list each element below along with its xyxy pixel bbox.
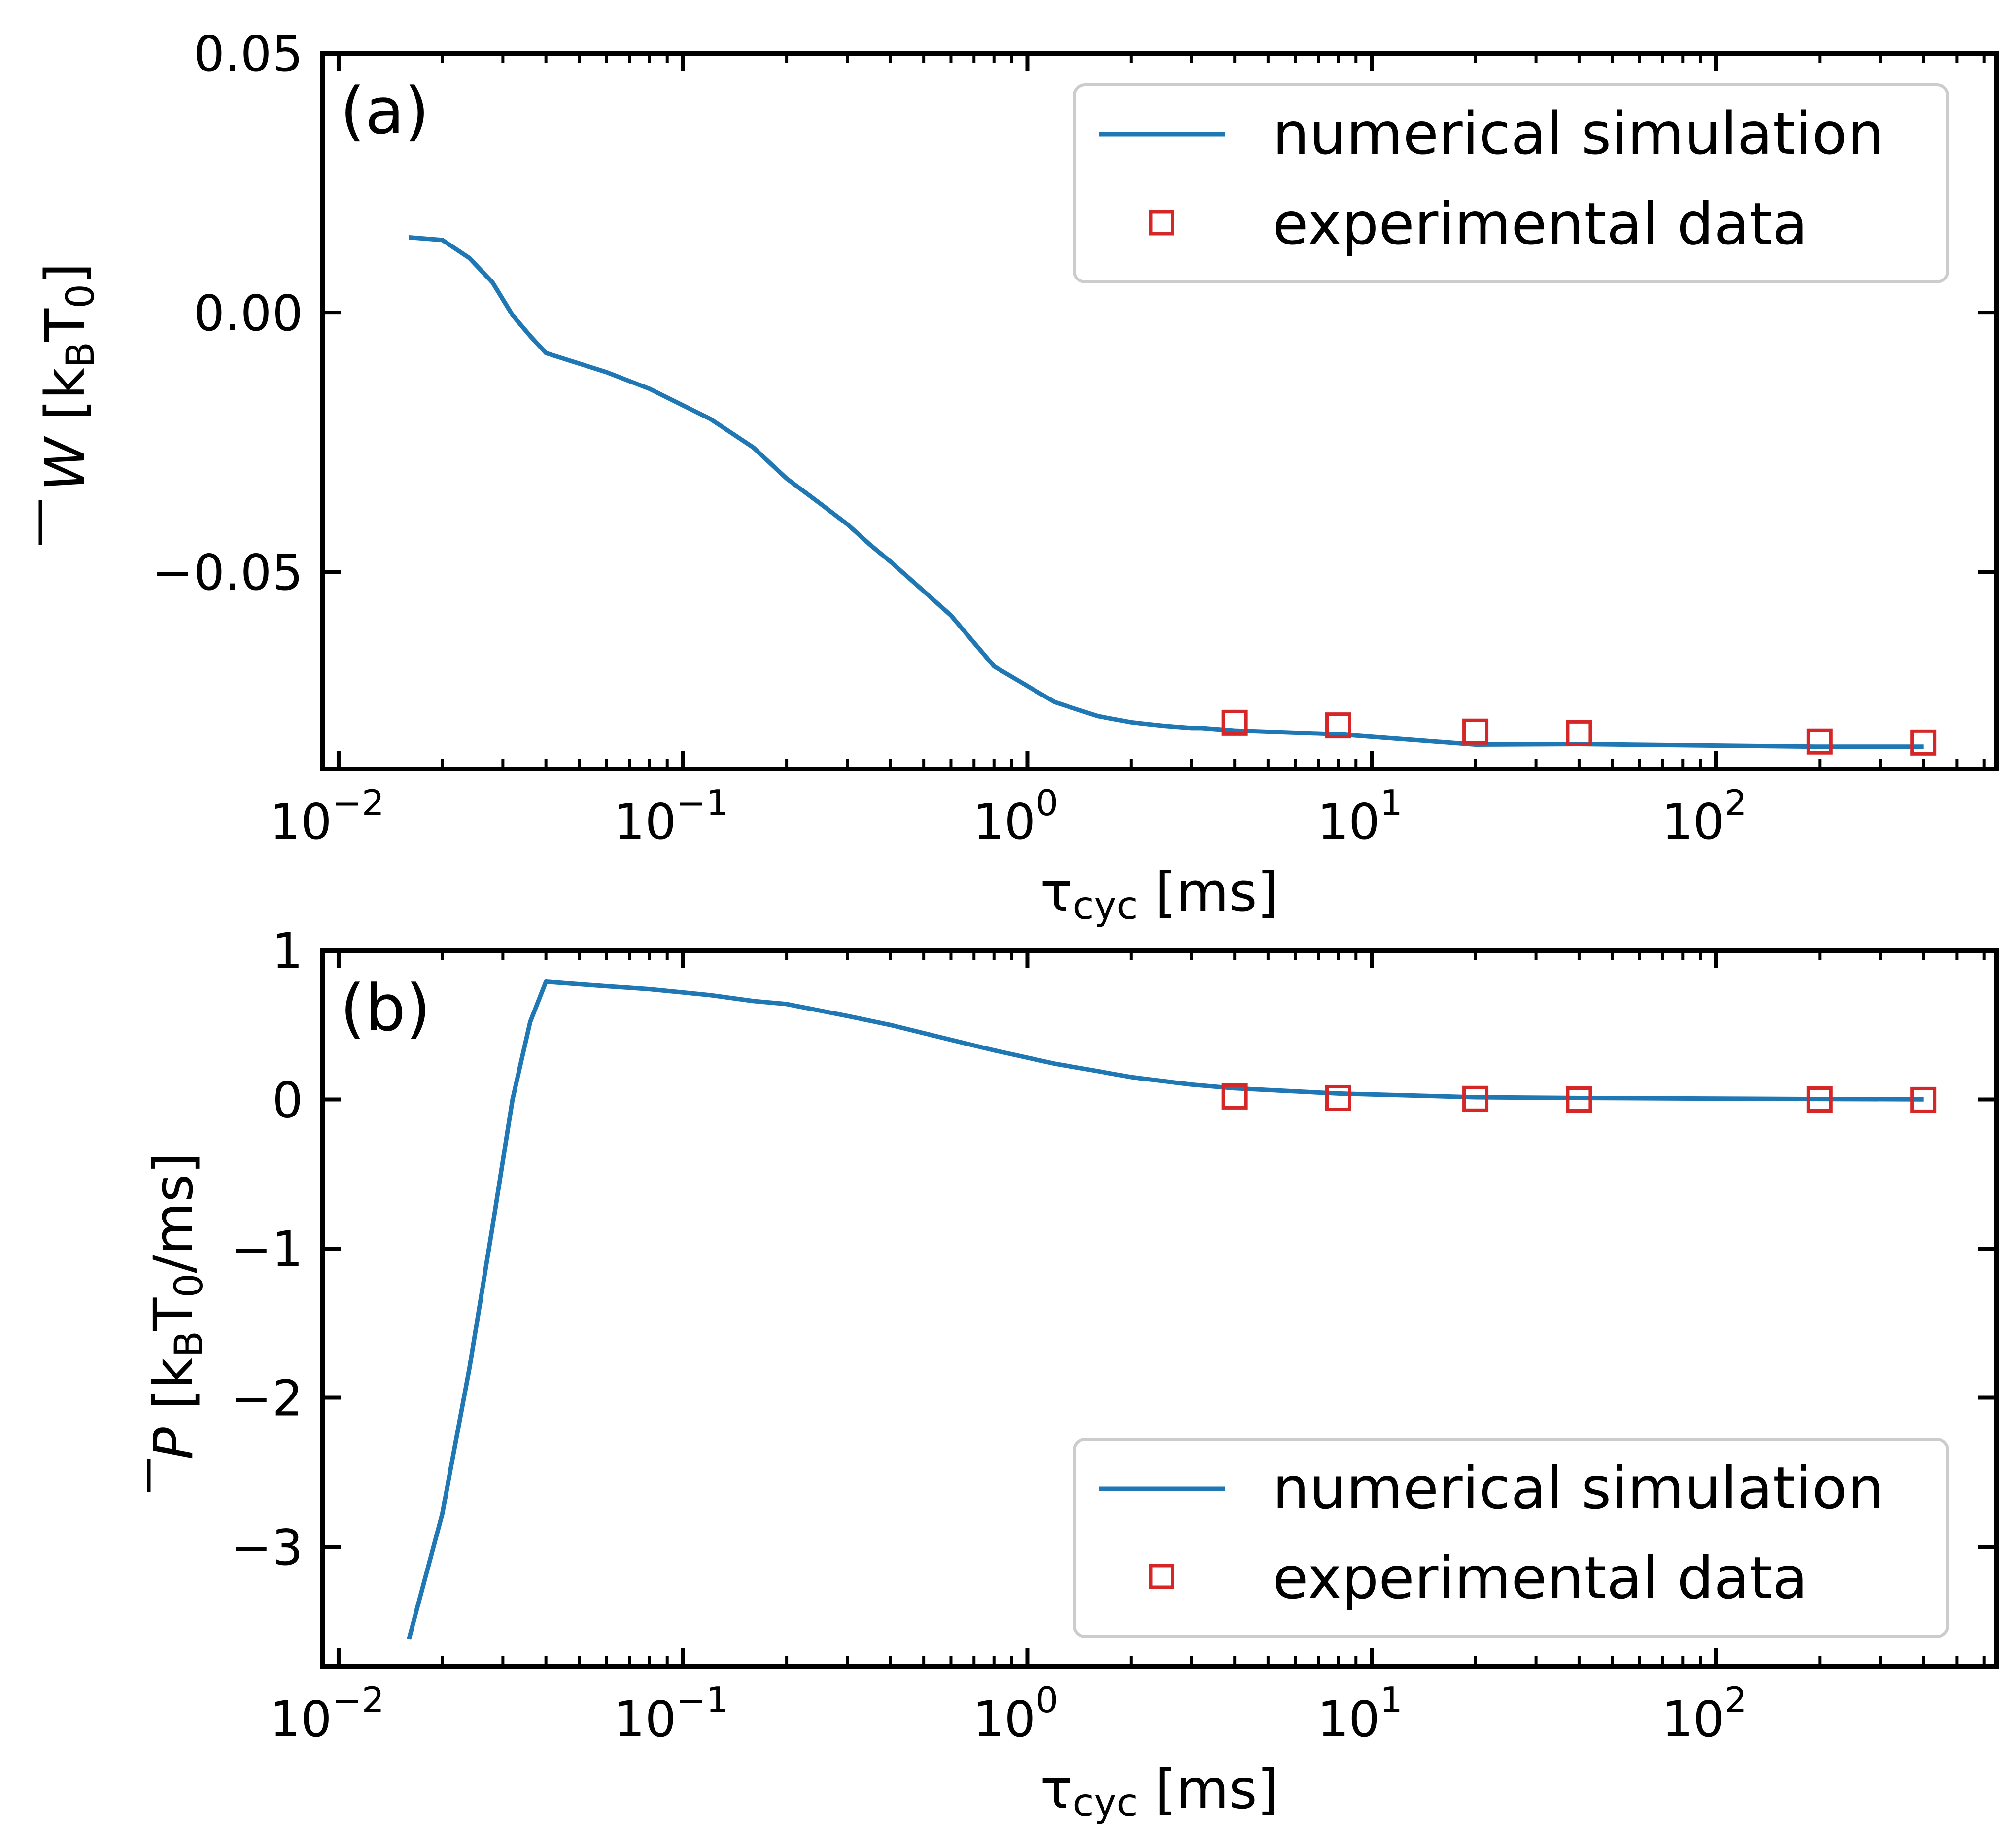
panel-a-x-axis-label: τcyc [ms] — [1040, 861, 1278, 928]
panel-a-frame — [320, 51, 1999, 771]
panel-a-experimental-point — [1566, 720, 1592, 746]
panel-a-experimental-point — [1462, 718, 1489, 745]
panel-a-y-axis-label-group: W [kBT0] — [34, 263, 103, 545]
panel-a-experimental-point — [1325, 712, 1352, 739]
panel-a-experimental-point — [1221, 709, 1248, 736]
panel-b-legend-label-simulation: numerical simulation — [1273, 1454, 1884, 1522]
panel-b-x-tick-label: 100 — [973, 1679, 1058, 1748]
panel-a-y-tick-label: 0.00 — [193, 284, 303, 342]
panel-b-x-tick-label: 10−1 — [614, 1679, 728, 1748]
panel-b-plot-layer — [407, 979, 1937, 1640]
panel-b-y-axis-label: P [kBT0/ms] — [142, 1153, 211, 1460]
panel-a-plot-layer — [409, 235, 1937, 756]
panel-a-x-tick-label: 100 — [973, 782, 1058, 851]
panel-b-y-tick-label: −1 — [231, 1220, 303, 1278]
panel-b-label: (b) — [340, 971, 431, 1046]
panel-a-y-axis-label: W [kBT0] — [34, 263, 103, 491]
panel-b-x-tick-label: 101 — [1317, 1679, 1403, 1748]
panel-b-experimental-point — [1325, 1084, 1352, 1111]
panel-a-legend-marker-swatch — [1149, 210, 1174, 236]
panel-a-ticks: 10−2 10−1 100 101 102 0.05 0.00 −0.05 — [152, 25, 1996, 851]
panel-b-experimental-point — [1910, 1086, 1937, 1113]
panel-a-x-tick-label: 10−2 — [269, 782, 384, 851]
panel-a-y-tick-label: −0.05 — [152, 544, 303, 601]
panel-b-y-tick-label: −2 — [231, 1370, 303, 1428]
panel-b-x-tick-label: 102 — [1661, 1679, 1747, 1748]
panel-a-x-tick-label: 102 — [1661, 782, 1747, 851]
panel-b-y-tick-label: 1 — [272, 922, 303, 980]
panel-a-y-tick-label: 0.05 — [193, 25, 303, 83]
panel-b-legend: numerical simulation experimental data — [1073, 1438, 1949, 1638]
panel-b-x-tick-label: 10−2 — [269, 1679, 384, 1748]
panel-a-legend-label-simulation: numerical simulation — [1273, 100, 1884, 168]
panel-b-experimental-point — [1462, 1085, 1489, 1112]
panel-b-legend-label-experiment: experimental data — [1273, 1544, 1808, 1612]
panel-a-experimental-point — [1806, 728, 1833, 755]
panel-b-legend-box — [1073, 1438, 1949, 1638]
panel-a: 10−2 10−1 100 101 102 0.05 0.00 −0.05 (a) τcyc … — [34, 25, 1999, 928]
panel-a-legend-box — [1073, 83, 1949, 283]
panel-b-legend-marker-swatch — [1149, 1564, 1174, 1589]
panel-b-experimental-point — [1806, 1086, 1833, 1113]
panel-a-legend-label-experiment: experimental data — [1273, 190, 1808, 258]
panel-b-y-tick-label: −3 — [231, 1519, 303, 1576]
panel-a-experimental-point — [1910, 729, 1937, 756]
panel-b-simulation-line — [407, 979, 1924, 1640]
panel-a-x-tick-label: 101 — [1317, 782, 1403, 851]
panel-b-y-tick-label: 0 — [272, 1072, 303, 1129]
panel-a-simulation-line — [409, 235, 1924, 749]
panel-b-experimental-point — [1566, 1086, 1592, 1113]
panel-b-frame — [320, 948, 1999, 1669]
panel-b-experimental-point — [1221, 1083, 1248, 1110]
panel-a-legend: numerical simulation experimental data — [1073, 83, 1949, 283]
panel-a-label: (a) — [340, 73, 429, 148]
panel-b-x-axis-label: τcyc [ms] — [1040, 1758, 1278, 1825]
panel-a-x-tick-label: 10−1 — [614, 782, 728, 851]
panel-b-y-axis-label-group: P [kBT0/ms] — [142, 1153, 211, 1492]
